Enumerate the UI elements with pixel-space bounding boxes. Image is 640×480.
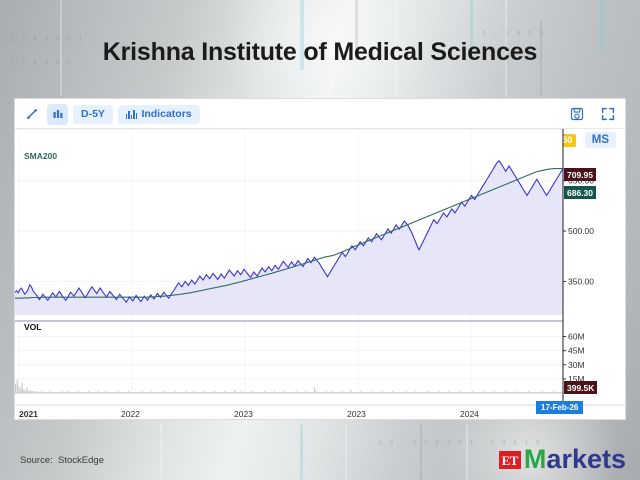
svg-text:500.00: 500.00 xyxy=(568,226,594,236)
svg-text:30M: 30M xyxy=(568,360,585,370)
source-label: Source: xyxy=(20,455,53,466)
sma200-label: SMA200 xyxy=(24,151,58,161)
last-price-tag: 686.30 xyxy=(564,186,596,199)
svg-text:2021: 2021 xyxy=(19,409,38,419)
indicators-bars-icon xyxy=(125,109,138,119)
save-icon[interactable] xyxy=(566,104,587,125)
markets-wordmark: Markets xyxy=(523,444,626,474)
page-title: Krishna Institute of Medical Sciences xyxy=(102,38,538,66)
vol-label: VOL xyxy=(24,322,42,332)
period-label: D-5Y xyxy=(81,108,105,120)
chart-toolbar: D-5Y Indicators xyxy=(15,99,625,129)
last-date-tag: 17-Feb-26 xyxy=(536,401,584,414)
svg-text:2023: 2023 xyxy=(234,409,253,419)
svg-text:2024: 2024 xyxy=(460,409,479,419)
svg-text:350.00: 350.00 xyxy=(568,276,594,286)
bar-chart-icon[interactable] xyxy=(47,103,68,125)
indicators-button[interactable]: Indicators xyxy=(117,104,200,124)
source-credit: Source: StockEdge xyxy=(20,455,104,466)
chart-plot-area[interactable]: 650.00500.00350.0060M45M30M15M2021202220… xyxy=(15,129,627,421)
line-tool-icon[interactable] xyxy=(21,104,42,125)
price-volume-chart: 650.00500.00350.0060M45M30M15M2021202220… xyxy=(15,129,627,419)
chart-card: D-5Y Indicators xyxy=(14,98,627,421)
indicators-label: Indicators xyxy=(141,108,192,120)
period-selector[interactable]: D-5Y xyxy=(73,104,113,124)
svg-text:2023: 2023 xyxy=(347,409,366,419)
svg-text:60M: 60M xyxy=(568,332,585,342)
svg-text:15M: 15M xyxy=(568,374,585,384)
svg-text:45M: 45M xyxy=(568,346,585,356)
et-markets-logo: ET Markets xyxy=(498,444,626,474)
high-price-tag: 709.95 xyxy=(564,168,596,181)
volume-tag: 399.5K xyxy=(564,381,598,394)
et-badge: ET xyxy=(498,450,521,469)
fullscreen-icon[interactable] xyxy=(597,104,618,125)
source-name: StockEdge xyxy=(58,455,104,466)
svg-text:2022: 2022 xyxy=(121,409,140,419)
ms-button[interactable]: MS xyxy=(584,132,616,148)
